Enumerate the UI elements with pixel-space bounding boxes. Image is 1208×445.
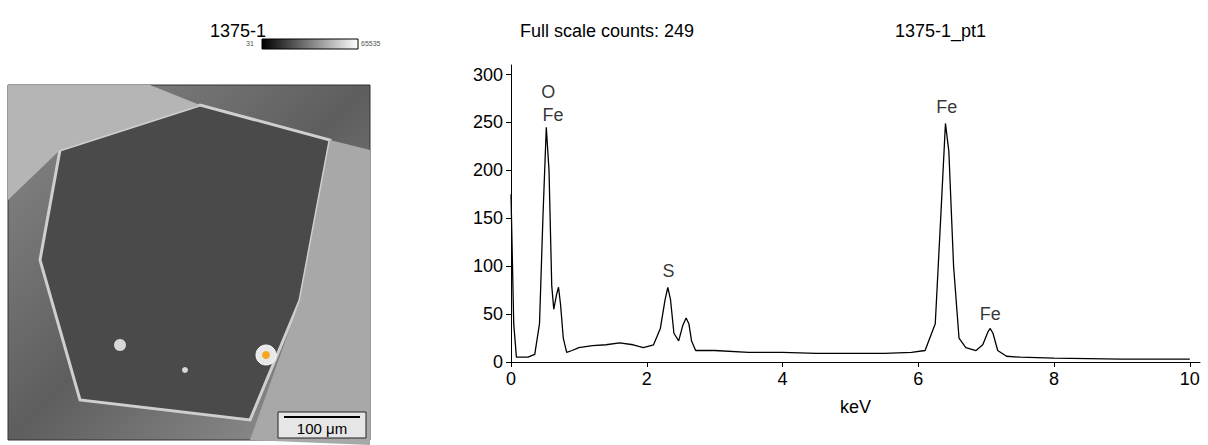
svg-text:200: 200 (473, 160, 503, 180)
svg-text:4: 4 (778, 369, 788, 389)
svg-text:100 μm: 100 μm (297, 420, 347, 437)
svg-text:10: 10 (1180, 369, 1200, 389)
svg-text:1375-1_pt1: 1375-1_pt1 (895, 21, 986, 42)
svg-text:S: S (662, 261, 674, 281)
svg-text:Fe: Fe (936, 97, 957, 117)
svg-text:O: O (541, 82, 555, 102)
svg-text:150: 150 (473, 208, 503, 228)
svg-text:300: 300 (473, 65, 503, 85)
svg-text:Fe: Fe (543, 105, 564, 125)
svg-text:100: 100 (473, 256, 503, 276)
svg-text:31: 31 (246, 40, 254, 47)
svg-text:250: 250 (473, 112, 503, 132)
svg-text:1375-1: 1375-1 (210, 21, 266, 41)
svg-text:Full scale counts: 249: Full scale counts: 249 (520, 21, 694, 41)
svg-text:65535: 65535 (361, 40, 381, 47)
svg-text:8: 8 (1049, 369, 1059, 389)
svg-text:50: 50 (483, 304, 503, 324)
svg-text:2: 2 (642, 369, 652, 389)
svg-text:Fe: Fe (980, 304, 1001, 324)
svg-text:0: 0 (506, 369, 516, 389)
svg-text:0: 0 (493, 352, 503, 372)
svg-text:keV: keV (840, 397, 871, 417)
svg-text:6: 6 (913, 369, 923, 389)
